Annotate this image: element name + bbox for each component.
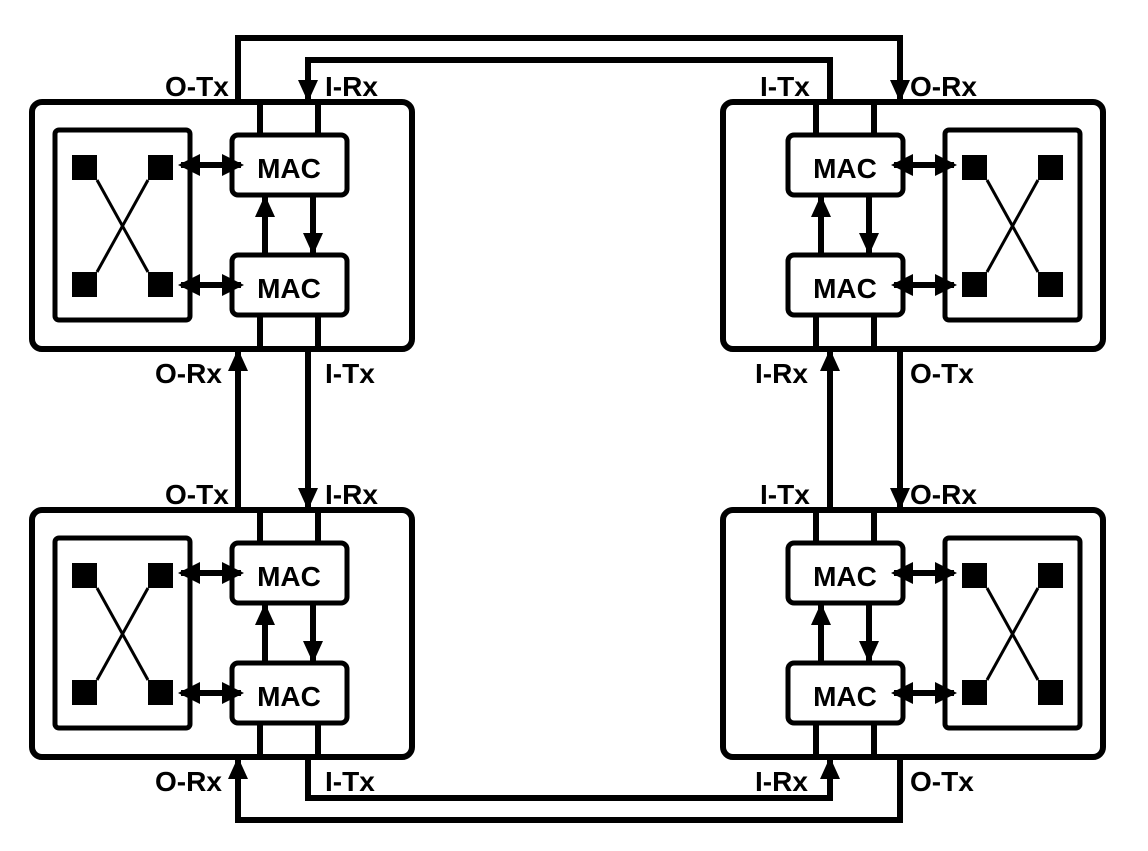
mac-interlink [811, 195, 879, 255]
label-irx: I-Rx [325, 71, 378, 102]
ring-left-inner [298, 349, 318, 510]
ring-left-outer [228, 349, 248, 510]
mac-label: MAC [257, 561, 321, 592]
ring-right-inner [820, 349, 840, 510]
label-otx: O-Tx [910, 766, 974, 797]
label-orx: O-Rx [910, 71, 977, 102]
mac-label: MAC [813, 561, 877, 592]
label-otx: O-Tx [165, 71, 229, 102]
label-otx: O-Tx [165, 479, 229, 510]
node-BL: MAC MAC [32, 510, 412, 757]
node-TL: MAC MAC [32, 102, 412, 349]
label-itx: I-Tx [325, 766, 375, 797]
mac-label: MAC [257, 153, 321, 184]
label-irx: I-Rx [755, 766, 808, 797]
mac-label: MAC [813, 273, 877, 304]
mac-label: MAC [257, 681, 321, 712]
label-irx: I-Rx [755, 358, 808, 389]
mac-label: MAC [813, 681, 877, 712]
switch-icon [945, 538, 1080, 728]
label-orx: O-Rx [910, 479, 977, 510]
ring-right-outer [890, 349, 910, 510]
switch-icon [945, 130, 1080, 320]
node-BR: MAC MAC [723, 510, 1103, 757]
label-irx: I-Rx [325, 479, 378, 510]
label-itx: I-Tx [325, 358, 375, 389]
node-TR: MAC MAC [723, 102, 1103, 349]
label-itx: I-Tx [760, 479, 810, 510]
switch-icon [55, 130, 190, 320]
mac-interlink [255, 603, 323, 663]
mac-label: MAC [257, 273, 321, 304]
label-otx: O-Tx [910, 358, 974, 389]
mac-interlink [811, 603, 879, 663]
label-orx: O-Rx [155, 358, 222, 389]
label-orx: O-Rx [155, 766, 222, 797]
mac-interlink [255, 195, 323, 255]
ring-network-diagram: MAC MAC O-Tx I-Rx O-Rx I-Tx [0, 0, 1148, 851]
mac-label: MAC [813, 153, 877, 184]
switch-icon [55, 538, 190, 728]
label-itx: I-Tx [760, 71, 810, 102]
